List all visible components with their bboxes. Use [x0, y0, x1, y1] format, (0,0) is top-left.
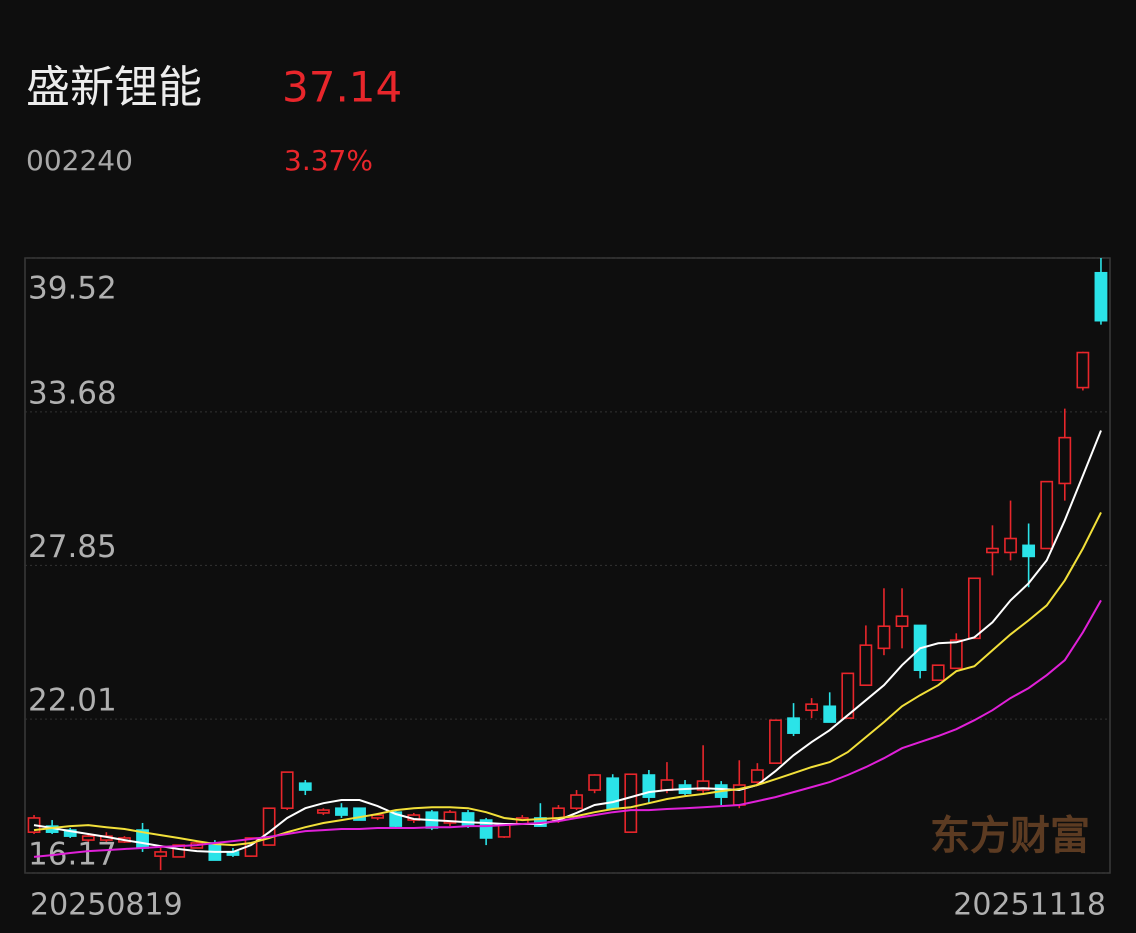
candle-body	[335, 807, 348, 816]
candle-body	[967, 577, 981, 640]
y-tick-label: 22.01	[28, 683, 117, 719]
candle-body	[769, 719, 782, 764]
candle-body	[316, 809, 330, 814]
candle-body	[1040, 480, 1054, 550]
y-tick-label: 16.17	[28, 837, 117, 873]
x-tick-label: 20251118	[953, 888, 1106, 923]
candle-body	[642, 774, 656, 798]
candle-body	[1094, 271, 1108, 322]
candle-body	[588, 774, 602, 791]
candle-body	[353, 807, 366, 821]
candle-body	[154, 851, 168, 857]
x-tick-label: 20250819	[30, 888, 183, 923]
y-tick-label: 33.68	[28, 375, 117, 411]
candle-body	[1022, 544, 1036, 558]
candle-body	[1058, 436, 1072, 485]
candle-body	[280, 771, 294, 810]
moving-average-line	[33, 599, 1102, 858]
candle-body	[805, 703, 819, 712]
candle-body	[877, 625, 891, 650]
y-tick-label: 39.52	[28, 271, 117, 307]
candle-body	[461, 812, 475, 827]
candle-body	[787, 717, 800, 734]
candle-body	[63, 829, 77, 837]
candle-body	[696, 780, 710, 791]
candle-body	[823, 705, 837, 723]
candle-body	[949, 639, 963, 670]
candle-body	[172, 844, 186, 858]
candle-body	[479, 819, 493, 839]
stock-price: 37.14	[282, 63, 402, 112]
candle-body	[497, 824, 511, 838]
stock-code: 002240	[26, 144, 133, 177]
candle-body	[859, 644, 873, 687]
candle-body	[986, 547, 999, 554]
candle-body	[624, 773, 638, 833]
candle-body	[570, 794, 583, 810]
candle-body	[931, 664, 945, 682]
stock-name: 盛新锂能	[26, 62, 202, 113]
candle-body	[298, 782, 312, 791]
candle-body	[1076, 351, 1090, 389]
price-change: 3.37%	[284, 144, 373, 177]
candle-body	[371, 814, 385, 819]
candle-body	[750, 769, 764, 783]
candle-body	[895, 615, 909, 628]
candle-body	[660, 779, 674, 791]
y-tick-label: 27.85	[28, 529, 117, 565]
watermark: 东方财富	[930, 813, 1090, 859]
candle-body	[1004, 537, 1017, 554]
candle-body	[81, 835, 95, 841]
candle-body	[841, 672, 855, 719]
candle-body	[389, 811, 403, 827]
candle-body	[443, 811, 457, 824]
